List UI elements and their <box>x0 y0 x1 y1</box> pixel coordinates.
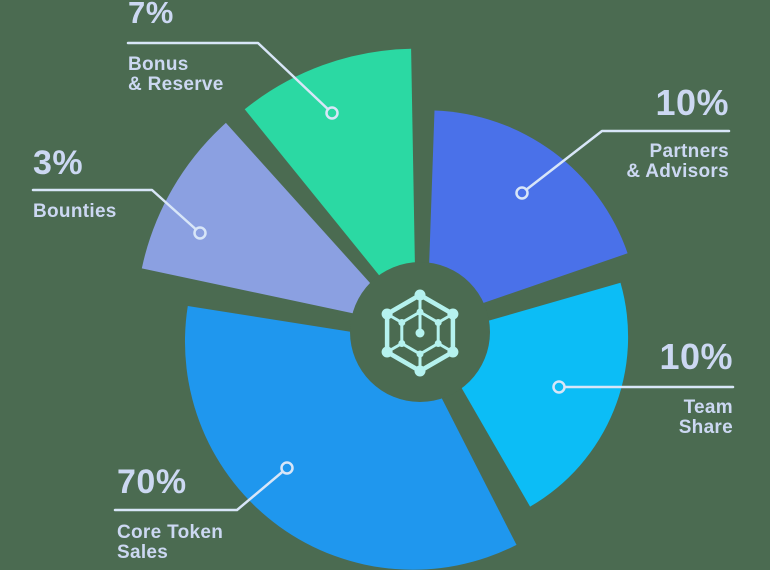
label-line: & Advisors <box>626 161 729 182</box>
callout-marker-bounties <box>193 226 207 240</box>
pct-value: 10% <box>655 82 729 123</box>
pie-slice-bonus-reserve <box>244 48 416 321</box>
label-line: Core Token <box>117 522 224 543</box>
label-line: Sales <box>117 542 169 563</box>
label-line: Team <box>683 397 733 418</box>
pct-value: 70% <box>117 463 187 501</box>
label-line: Share <box>678 417 733 438</box>
icon-node <box>416 350 424 358</box>
pct-value: 10% <box>659 336 733 377</box>
callout-marker-bonus-reserve <box>325 106 339 120</box>
network-hexagon-icon <box>381 289 459 377</box>
icon-node <box>398 319 406 326</box>
icon-center-node <box>415 328 425 338</box>
pct-value: 7% <box>128 0 174 30</box>
callout-line-core-token-sales <box>113 466 289 512</box>
icon-node <box>414 289 426 301</box>
icon-node <box>381 346 393 358</box>
icon-node <box>447 308 459 320</box>
label-line: & Reserve <box>128 74 224 95</box>
label-line: Bonus <box>128 54 189 75</box>
pie-slice-partners-advisors <box>427 110 628 323</box>
callout-team-share: 10% Team Share <box>533 336 733 438</box>
icon-node <box>434 340 442 347</box>
pct-value: 3% <box>33 144 84 182</box>
callout-lines <box>31 41 735 512</box>
icon-node <box>447 346 459 358</box>
callout-partners-advisors: 10% Partners & Advisors <box>529 82 729 182</box>
callout-line-bonus-reserve <box>126 41 334 115</box>
callout-line-bounties <box>31 188 202 235</box>
callout-bounties: 3% Bounties <box>33 146 173 222</box>
icon-node <box>398 340 406 347</box>
callout-marker-core-token-sales <box>280 461 294 475</box>
pie-slice-core-token-sales <box>184 306 517 570</box>
callout-marker-partners-advisors <box>515 186 529 200</box>
callout-core-token-sales: 70% Core Token Sales <box>117 463 277 563</box>
icon-node <box>381 308 393 320</box>
label-line: Bounties <box>33 201 117 222</box>
callout-marker-team-share <box>552 380 566 394</box>
pie-slice-bounties <box>141 122 408 326</box>
label-line: Partners <box>649 141 729 162</box>
icon-node <box>414 365 426 377</box>
callout-line-partners-advisors <box>520 129 731 195</box>
icon-node <box>434 319 442 326</box>
callout-bonus-reserve: 7% Bonus & Reserve <box>128 0 278 95</box>
icon-node <box>416 308 424 316</box>
